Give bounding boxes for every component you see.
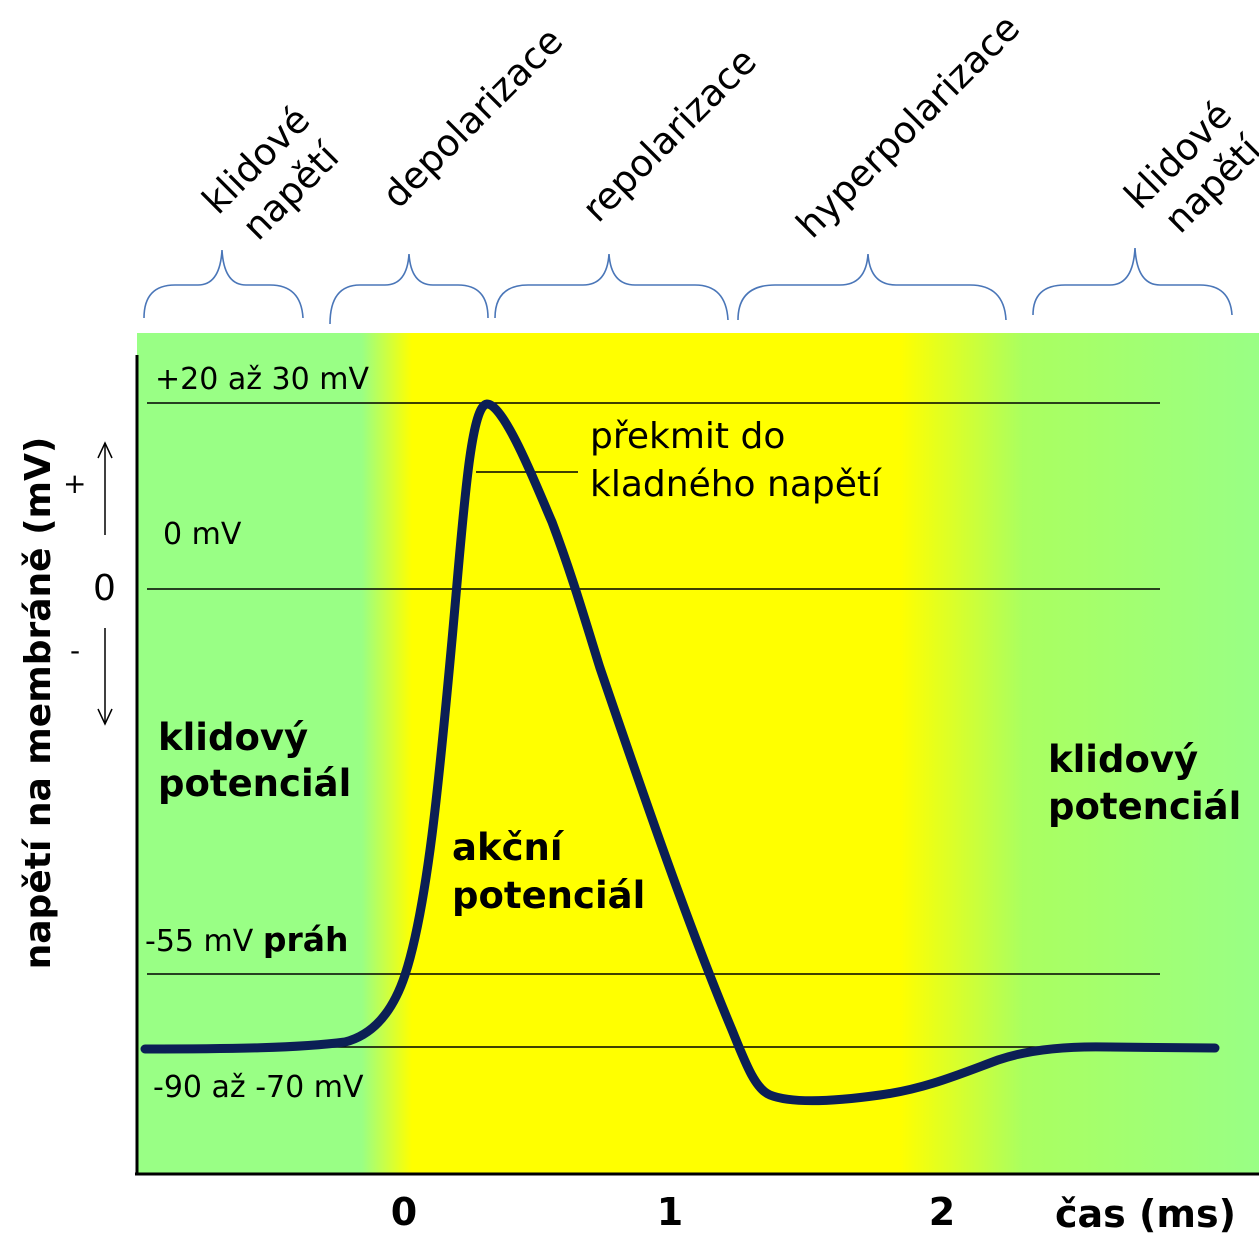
action-potential-curve (140, 399, 1220, 1106)
overshoot-annotation-line2: kladného napětí (590, 464, 882, 505)
x-tick-1: 1 (657, 1190, 683, 1234)
plot-background (137, 333, 1259, 1173)
x-axis-label: čas (ms) (1055, 1192, 1236, 1236)
y-minus-sign: - (70, 634, 80, 667)
peak-level-label: +20 až 30 mV (155, 362, 369, 397)
up-arrow-head-icon (97, 441, 113, 459)
action-potential-line1: akční (452, 826, 565, 869)
rest-potential-left-line1: klidový (158, 716, 308, 759)
brace-depolarization (329, 253, 489, 325)
x-tick-0: 0 (391, 1190, 417, 1234)
x-tick-2: 2 (929, 1190, 955, 1234)
overshoot-annotation-line1: překmit do (590, 416, 785, 457)
action-potential-line2: potenciál (452, 874, 645, 917)
brace-rest-left (143, 249, 304, 319)
phase-braces (143, 247, 1233, 325)
rest-level-label: -90 až -70 mV (153, 1070, 364, 1105)
zero-level-label: 0 mV (163, 517, 242, 552)
phase-label-hyperpolarization: hyperpolarizace (788, 6, 1028, 246)
rest-potential-right-line2: potenciál (1048, 785, 1241, 828)
y-zero-mark: 0 (93, 568, 116, 609)
rest-potential-left-line2: potenciál (158, 762, 351, 805)
down-arrow-head-icon (97, 708, 113, 726)
phase-label-repolarization: repolarizace (574, 39, 765, 230)
brace-repolarization (494, 253, 729, 321)
phase-label-depolarization: depolarizace (374, 19, 571, 216)
y-axis-label: napětí na membráně (mV) (18, 437, 59, 970)
brace-rest-right (1032, 247, 1233, 316)
threshold-level-label: -55 mV práh (145, 920, 349, 959)
y-plus-sign: + (63, 467, 86, 500)
brace-hyperpolarization (737, 253, 1007, 321)
rest-potential-right-line1: klidový (1048, 738, 1198, 781)
